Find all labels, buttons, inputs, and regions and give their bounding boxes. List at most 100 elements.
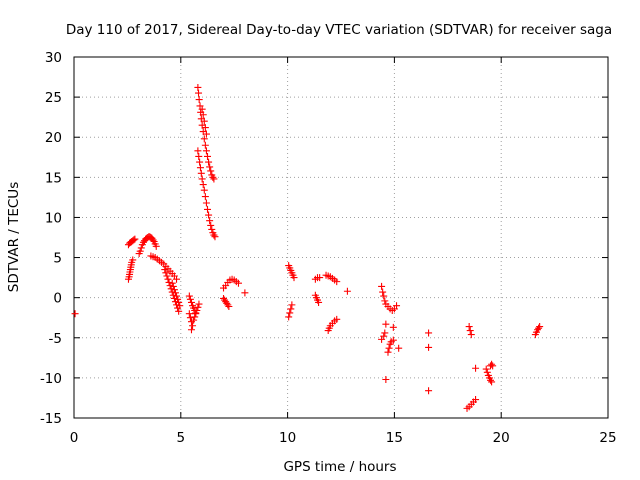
data-point (71, 310, 79, 318)
data-point (185, 310, 193, 318)
data-point (205, 211, 213, 219)
data-point (192, 310, 200, 318)
y-tick-label: 30 (45, 50, 62, 66)
grid-lines (74, 57, 608, 418)
data-point (198, 175, 206, 183)
data-point (333, 315, 341, 323)
data-point (191, 313, 199, 321)
y-tick-label: -5 (49, 331, 62, 347)
data-point (168, 279, 176, 287)
data-point (206, 163, 214, 171)
data-point (200, 117, 208, 125)
data-point (210, 231, 218, 239)
data-point (201, 193, 209, 201)
data-point (466, 327, 474, 335)
data-point (202, 147, 210, 155)
data-point (195, 300, 203, 308)
y-tick-label: 10 (45, 210, 62, 226)
data-point (467, 331, 475, 339)
data-point (382, 320, 390, 328)
data-point (381, 297, 389, 305)
data-point (483, 368, 491, 376)
data-point (487, 376, 495, 384)
data-point (197, 169, 205, 177)
data-point (185, 292, 193, 300)
y-tick-label: -10 (40, 371, 62, 387)
data-point (389, 323, 397, 331)
data-point (536, 323, 544, 331)
data-point (425, 387, 433, 395)
y-tick-label: -15 (40, 411, 62, 427)
data-point (535, 324, 543, 332)
data-point (200, 135, 208, 143)
data-point (224, 301, 232, 309)
data-point (488, 378, 496, 386)
x-axis-label: GPS time / hours (283, 459, 396, 475)
data-point (385, 344, 393, 352)
data-point (379, 288, 387, 296)
data-point (316, 274, 324, 282)
data-point (209, 173, 217, 181)
data-point (162, 269, 170, 277)
data-point (381, 329, 389, 337)
data-point (384, 348, 392, 356)
data-point (196, 158, 204, 166)
data-point (202, 199, 210, 207)
data-point (198, 105, 206, 113)
data-point (333, 278, 341, 286)
y-tick-label: 25 (45, 90, 62, 106)
chart-title: Day 110 of 2017, Sidereal Day-to-day VTE… (66, 22, 612, 38)
data-point (130, 236, 138, 244)
data-point (195, 89, 203, 97)
data-point (208, 225, 216, 233)
data-point (194, 303, 202, 311)
data-point (173, 292, 181, 300)
data-point (165, 278, 173, 286)
y-tick-label: 0 (53, 291, 62, 307)
data-point (187, 298, 195, 306)
data-point (194, 83, 202, 91)
data-point (472, 364, 480, 372)
data-point (378, 282, 386, 290)
data-point (211, 233, 219, 241)
data-point (196, 164, 204, 172)
data-point (193, 307, 201, 315)
data-point (395, 344, 403, 352)
data-point (210, 175, 218, 183)
y-tick-label: 15 (45, 170, 62, 186)
data-point (380, 292, 388, 300)
data-point (425, 329, 433, 337)
data-point (207, 167, 215, 175)
axis-ticks: 0 5 10 15 20 25 -15 -10 -5 0 5 10 15 20 25 30 (40, 50, 617, 446)
data-point (189, 322, 197, 330)
data-point (200, 186, 208, 194)
data-point (225, 302, 233, 310)
data-point (131, 235, 139, 243)
data-point (149, 236, 157, 244)
data-point (343, 287, 351, 295)
data-point (472, 396, 480, 404)
data-point (175, 298, 183, 306)
data-point (290, 274, 298, 282)
data-point (199, 181, 207, 189)
plot-frame (73, 56, 609, 419)
data-point (206, 217, 214, 225)
data-point (488, 360, 496, 368)
y-tick-label: 20 (45, 130, 62, 146)
data-point (382, 375, 390, 383)
data-point (201, 124, 209, 132)
data-point (171, 289, 179, 297)
data-point (190, 316, 198, 324)
data-point (194, 147, 202, 155)
data-points (71, 83, 544, 412)
data-point (241, 289, 249, 297)
x-tick-label: 15 (386, 430, 403, 446)
data-point (207, 221, 215, 229)
data-point (204, 152, 211, 160)
y-axis-label: SDTVAR / TECUs (6, 182, 22, 292)
data-point (173, 275, 181, 283)
x-tick-label: 20 (493, 430, 510, 446)
data-point (285, 313, 293, 321)
x-tick-label: 25 (599, 430, 616, 446)
data-point (174, 295, 182, 303)
